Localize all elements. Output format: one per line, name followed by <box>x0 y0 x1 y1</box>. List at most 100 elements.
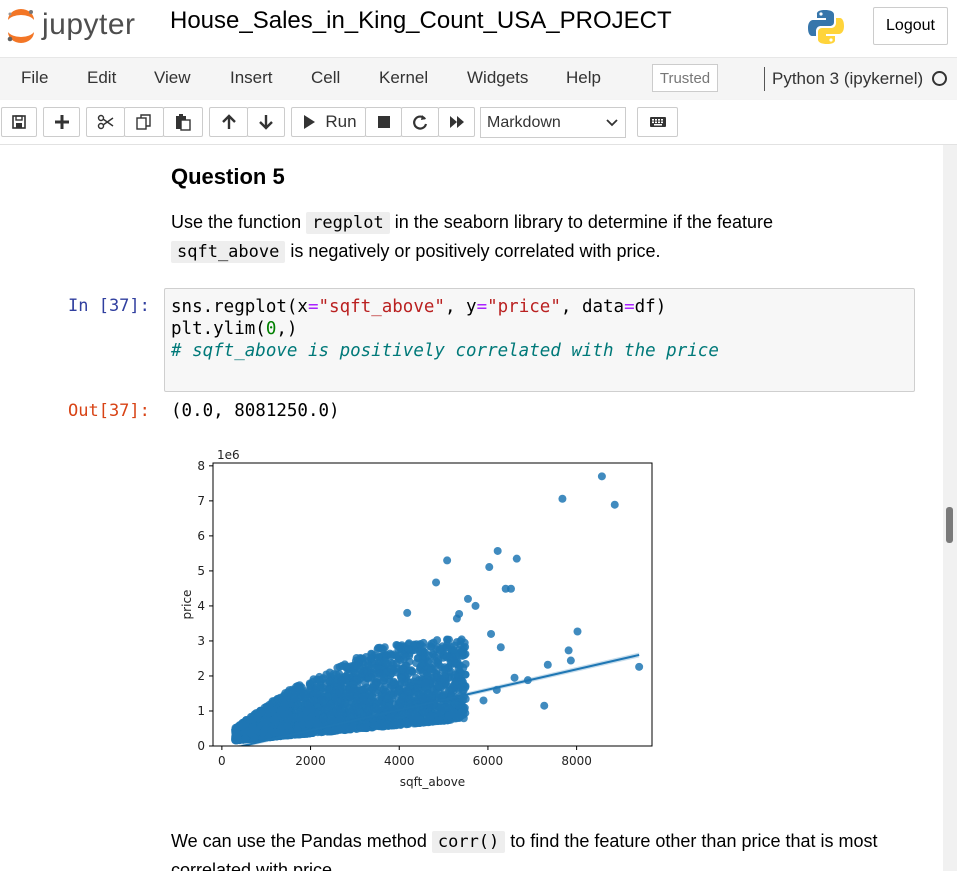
paste-button[interactable] <box>163 107 203 137</box>
scatter-point <box>397 680 406 688</box>
move-up-button[interactable] <box>209 107 248 137</box>
scatter-point <box>283 722 291 730</box>
scatter-point <box>433 636 442 645</box>
scatter-point <box>233 728 241 737</box>
scatter-point <box>352 697 361 706</box>
menu-view[interactable]: View <box>154 68 191 87</box>
restart-button[interactable] <box>401 107 439 137</box>
scatter-point <box>379 722 388 731</box>
code-line: sns.regplot(x="sqft_above", y="price", d… <box>171 297 667 317</box>
y-axis-label: price <box>180 590 194 620</box>
scrollbar-thumb[interactable] <box>946 507 953 543</box>
restart-run-all-button[interactable] <box>438 107 475 137</box>
mask-top <box>172 442 662 463</box>
move-down-button[interactable] <box>247 107 285 137</box>
code-cell-editor[interactable]: sns.regplot(x="sqft_above", y="price", d… <box>164 288 915 392</box>
copy-icon <box>136 114 151 130</box>
notebook-title[interactable]: House_Sales_in_King_Count_USA_PROJECT <box>170 7 672 34</box>
menu-insert[interactable]: Insert <box>230 68 273 87</box>
cell-type-value: Markdown <box>487 113 561 131</box>
toolbar: Run Markdown <box>0 100 957 145</box>
mask-right <box>652 442 662 797</box>
copy-button[interactable] <box>124 107 164 137</box>
scatter-point <box>558 494 567 503</box>
command-palette-button[interactable] <box>637 107 678 137</box>
scatter-point <box>317 696 326 705</box>
scatter-point <box>564 646 573 655</box>
scatter-point <box>364 698 373 706</box>
scatter-point <box>440 673 449 682</box>
scatter-point <box>487 629 496 638</box>
vertical-scrollbar[interactable] <box>943 145 957 871</box>
scatter-point <box>362 704 371 713</box>
scatter-point <box>573 627 582 636</box>
scatter-point <box>426 711 435 720</box>
insert-cell-button[interactable] <box>43 107 80 137</box>
jupyter-logo[interactable]: jupyter <box>4 6 144 46</box>
scatter-point <box>381 659 390 668</box>
scatter-point <box>295 685 304 694</box>
scatter-point <box>415 666 424 675</box>
scatter-point <box>343 669 352 678</box>
y-tick-label: 6 <box>197 529 205 543</box>
trusted-indicator[interactable]: Trusted <box>652 64 718 92</box>
scatter-point <box>335 670 344 679</box>
scatter-point <box>309 696 318 705</box>
scatter-point <box>432 578 441 587</box>
scatter-point <box>374 652 383 661</box>
save-icon <box>12 115 26 129</box>
scatter-point <box>329 717 338 726</box>
output-text: (0.0, 8081250.0) <box>171 401 340 421</box>
scatter-point <box>408 667 417 676</box>
kernel-idle-indicator-icon <box>932 71 947 86</box>
scatter-point <box>405 657 414 666</box>
markdown-paragraph: Use the function regplot in the seaborn … <box>171 208 773 266</box>
scatter-point <box>415 715 424 724</box>
scissors-icon <box>97 114 113 130</box>
scatter-point <box>280 700 289 708</box>
menu-edit[interactable]: Edit <box>87 68 117 87</box>
menu-kernel[interactable]: Kernel <box>379 68 429 87</box>
cell-type-select[interactable]: Markdown <box>480 107 626 138</box>
run-button[interactable]: Run <box>291 107 366 137</box>
cut-button[interactable] <box>86 107 125 137</box>
scatter-point <box>369 680 378 689</box>
scatter-point <box>314 720 323 729</box>
scatter-point <box>451 659 460 668</box>
menu-cell[interactable]: Cell <box>311 68 341 87</box>
scatter-point <box>471 601 480 610</box>
menu-help[interactable]: Help <box>566 68 601 87</box>
scatter-point <box>373 706 382 714</box>
restart-icon <box>413 115 428 130</box>
menu-file[interactable]: File <box>21 68 49 87</box>
scatter-point <box>394 686 403 695</box>
header: jupyter House_Sales_in_King_Count_USA_PR… <box>0 0 957 56</box>
fast-forward-icon <box>449 116 464 128</box>
scatter-point <box>239 720 248 729</box>
scatter-point <box>427 691 436 700</box>
save-button[interactable] <box>1 107 37 137</box>
scatter-point <box>346 708 355 717</box>
scatter-point <box>543 660 552 669</box>
code-line: plt.ylim(0,) <box>171 319 298 339</box>
scatter-point <box>540 701 549 710</box>
scatter-point <box>405 639 413 648</box>
scatter-point <box>479 696 488 705</box>
scatter-point <box>461 709 470 718</box>
code-comment: # sqft_above is positively correlated wi… <box>171 341 719 361</box>
scatter-point <box>323 692 332 701</box>
md-text: to find the feature other than price tha… <box>510 831 878 851</box>
interrupt-button[interactable] <box>365 107 402 137</box>
notebook-area[interactable]: Question 5 Use the function regplot in t… <box>0 145 943 871</box>
menu-widgets[interactable]: Widgets <box>467 68 529 87</box>
scatter-point <box>246 729 255 738</box>
scatter-point <box>597 472 606 481</box>
scatter-point <box>319 674 328 683</box>
scatter-point <box>510 673 519 682</box>
kernel-name[interactable]: Python 3 (ipykernel) <box>772 69 924 88</box>
x-tick-label: 6000 <box>473 754 504 768</box>
logout-button[interactable]: Logout <box>873 7 948 45</box>
scatter-point <box>452 614 461 623</box>
scatter-point <box>387 664 396 673</box>
md-text: We can use the Pandas method <box>171 831 427 851</box>
